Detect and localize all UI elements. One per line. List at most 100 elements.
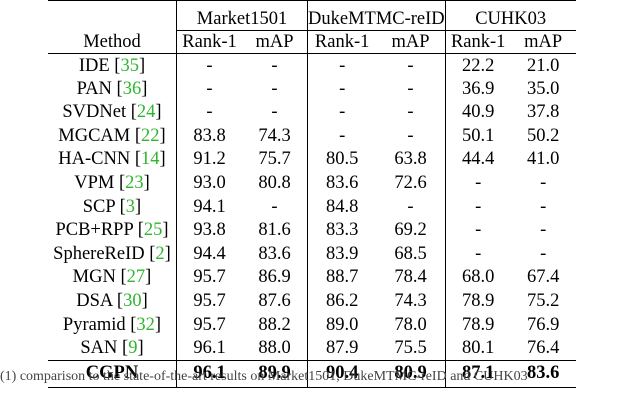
- citation-link[interactable]: 36: [122, 78, 142, 99]
- value-cell: -: [339, 125, 346, 146]
- value-cell: 75.5: [376, 336, 446, 361]
- value-cell: -: [376, 53, 446, 78]
- value-cell: 78.9: [461, 290, 495, 311]
- citation-link[interactable]: 3: [125, 196, 136, 217]
- method-label: SVDNet: [62, 102, 127, 123]
- value-cell: -: [376, 124, 446, 148]
- table-row: DSA [30] 95.7 87.6 86.2 74.3 78.9 75.2: [48, 289, 576, 314]
- value-cell: 37.8: [526, 102, 560, 123]
- value-cell: 80.8: [242, 171, 308, 196]
- method-label: DSA: [76, 290, 113, 311]
- value-cell: 94.1: [193, 196, 226, 217]
- value-cell: 95.7: [193, 267, 226, 288]
- method-label: SCP: [82, 196, 115, 217]
- value-cell: -: [206, 56, 213, 77]
- value-cell: 86.2: [325, 290, 359, 311]
- method-header: Method: [48, 0, 177, 54]
- method-name: SCP [3]: [48, 195, 177, 219]
- value-cell: -: [475, 243, 482, 264]
- citation-link[interactable]: 23: [125, 173, 144, 194]
- method-name: DSA [30]: [48, 289, 177, 314]
- metric-header: mAP: [510, 30, 576, 54]
- value-cell: -: [339, 78, 346, 99]
- citation-link[interactable]: 2: [155, 243, 165, 264]
- metric-header: mAP: [242, 30, 308, 54]
- citation-link[interactable]: 27: [126, 267, 146, 288]
- method-name: MGCAM [22]: [48, 124, 177, 148]
- value-cell: 76.9: [526, 314, 560, 335]
- results-table: Method Market1501 DukeMTMC-reID CUHK03 R…: [48, 0, 576, 388]
- citation-link[interactable]: 32: [136, 314, 155, 335]
- value-cell: 75.7: [242, 147, 308, 172]
- method-name: SAN [9]: [48, 336, 177, 361]
- method-label: CGPN: [85, 363, 139, 384]
- value-cell: 80.9: [376, 359, 446, 388]
- citation-link[interactable]: 9: [128, 337, 138, 358]
- value-cell: 83.6: [510, 359, 576, 388]
- value-cell: 75.2: [526, 290, 560, 311]
- metric-header: Rank-1: [445, 30, 511, 54]
- value-cell: 44.4: [461, 149, 495, 170]
- value-cell: 88.2: [242, 313, 308, 337]
- method-label: PAN: [76, 78, 112, 99]
- value-cell: -: [540, 196, 547, 217]
- table-row: SVDNet [24] - - - -40.9 37.8: [48, 100, 576, 125]
- value-cell: 95.7: [193, 314, 226, 335]
- value-cell: 76.4: [526, 337, 560, 358]
- value-cell: 83.6: [242, 242, 308, 266]
- value-cell: -: [242, 100, 308, 125]
- value-cell: 35.0: [526, 78, 560, 99]
- value-cell: -: [242, 53, 308, 78]
- value-cell: 67.4: [526, 267, 560, 288]
- value-cell: 93.0: [193, 173, 226, 194]
- value-cell: -: [206, 102, 213, 123]
- value-cell: 88.7: [325, 267, 359, 288]
- method-name: PAN [36]: [48, 77, 177, 101]
- citation-link[interactable]: 22: [141, 125, 160, 146]
- value-cell: 95.7: [193, 290, 226, 311]
- value-cell: 86.9: [242, 265, 308, 290]
- value-cell: 94.4: [193, 243, 226, 264]
- method-name: Pyramid [32]: [48, 313, 177, 337]
- value-cell: -: [540, 243, 547, 264]
- value-cell: 96.1: [176, 359, 242, 388]
- method-label: IDE: [78, 56, 110, 77]
- citation-link[interactable]: 35: [120, 56, 139, 77]
- value-cell: 96.1: [193, 337, 226, 358]
- method-name: IDE [35]: [48, 53, 177, 78]
- metric-header: Rank-1: [307, 30, 377, 54]
- method-label: MGN: [72, 267, 116, 288]
- value-cell: -: [540, 220, 547, 241]
- value-cell: 87.9: [325, 337, 359, 358]
- method-name: SVDNet [24]: [48, 100, 177, 125]
- table-row: SCP [3] 94.1-84.8- - -: [48, 195, 576, 219]
- value-cell: -: [376, 77, 446, 101]
- citation-link[interactable]: 14: [141, 149, 160, 170]
- value-cell: 36.9: [461, 78, 495, 99]
- value-cell: -: [339, 102, 346, 123]
- value-cell: -: [242, 77, 308, 101]
- value-cell: -: [376, 100, 446, 125]
- metric-header: mAP: [376, 30, 446, 54]
- value-cell: 91.2: [193, 149, 226, 170]
- value-cell: 68.5: [376, 242, 446, 266]
- method-name: SphereReID [2]: [48, 242, 177, 266]
- citation-link[interactable]: 24: [136, 102, 156, 123]
- value-cell: 72.6: [376, 171, 446, 196]
- value-cell: 83.6: [325, 173, 359, 194]
- value-cell: 78.9: [461, 314, 495, 335]
- table-row: HA-CNN [14] 91.2 75.7 80.5 63.8 44.4 41.0: [48, 147, 576, 172]
- method-label: MGCAM: [58, 125, 131, 146]
- table-caption: (1) comparison to the state-of-the-art r…: [0, 369, 528, 384]
- table-row: SAN [9] 96.1 88.0 87.9 75.5 80.1 76.4: [48, 336, 576, 361]
- table-row: PCB+RPP [25] 93.8 81.6 83.3 69.2 - -: [48, 218, 576, 243]
- method-name: MGN [27]: [48, 265, 177, 290]
- citation-link[interactable]: 25: [143, 220, 163, 241]
- method-name: PCB+RPP [25]: [48, 218, 177, 243]
- value-cell: -: [475, 220, 482, 241]
- value-cell: 78.4: [376, 265, 446, 290]
- citation-link[interactable]: 30: [123, 290, 142, 311]
- method-name: HA-CNN [14]: [48, 147, 177, 172]
- method-name: VPM [23]: [48, 171, 177, 196]
- value-cell: 81.6: [242, 218, 308, 243]
